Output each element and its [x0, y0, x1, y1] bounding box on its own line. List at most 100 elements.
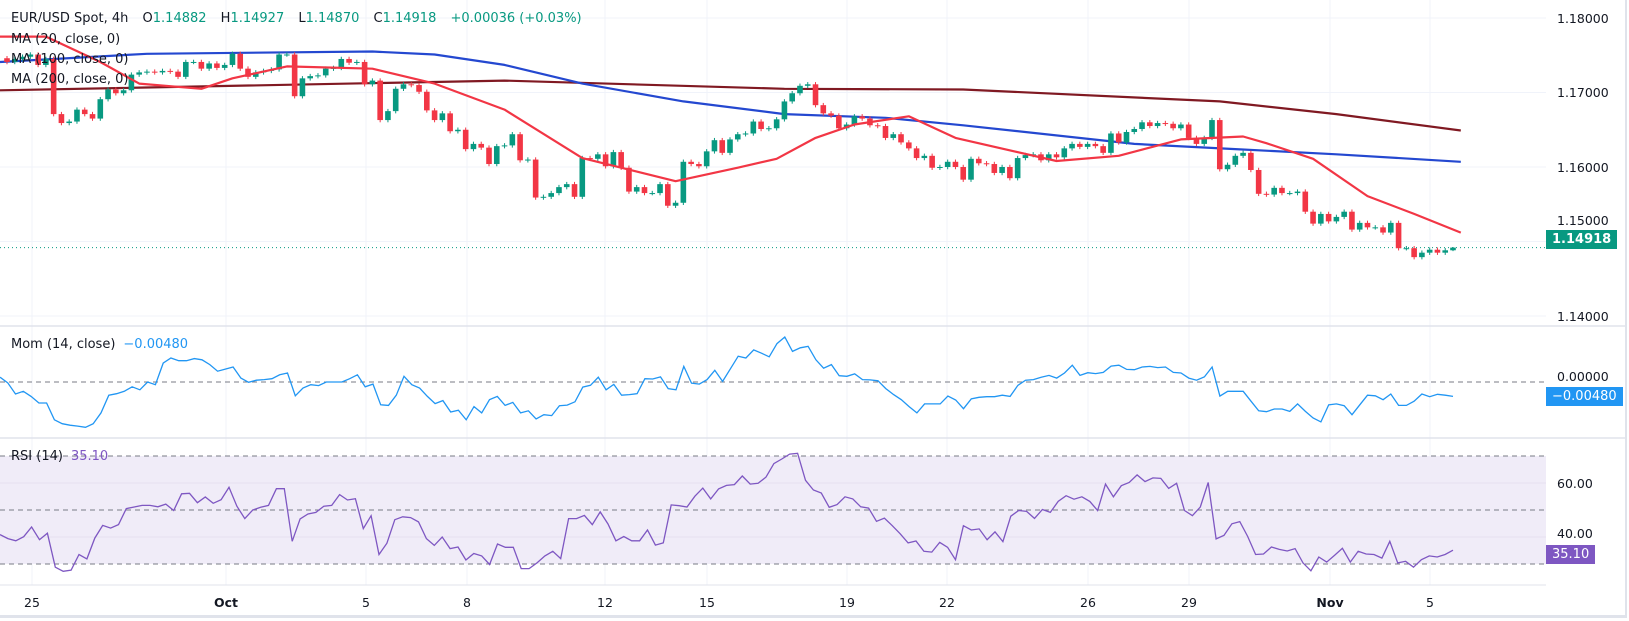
candle: [1341, 209, 1347, 220]
candle-body: [937, 167, 943, 168]
time-tick: 5: [1426, 595, 1434, 610]
candle: [346, 56, 352, 65]
candle-body: [610, 152, 617, 167]
candle-body: [797, 85, 803, 94]
candle: [874, 123, 881, 129]
candle: [1209, 117, 1215, 141]
candle-body: [766, 128, 772, 130]
candle-body: [11, 58, 18, 62]
candle: [105, 87, 111, 102]
candle-body: [1318, 213, 1324, 224]
candle-body: [408, 84, 415, 86]
candle-body: [540, 196, 547, 198]
price-tag: 1.14918: [1546, 230, 1618, 249]
candle: [781, 99, 788, 122]
candle-body: [128, 74, 135, 91]
momentum-legend[interactable]: Mom (14, close) −0.00480: [11, 337, 192, 352]
candle: [424, 89, 430, 113]
candle: [968, 156, 974, 182]
candle: [789, 91, 795, 104]
ma200-legend[interactable]: MA (200, close, 0): [11, 72, 129, 87]
candle: [1411, 245, 1417, 260]
rsi-tick: 60.00: [1557, 476, 1593, 491]
rsi-line: [0, 452, 1454, 572]
low-label: L: [298, 11, 306, 26]
candle: [245, 66, 251, 80]
time-tick: 15: [699, 595, 715, 610]
candle: [1388, 220, 1394, 235]
candle: [1115, 131, 1122, 145]
candle: [1007, 164, 1013, 181]
time-tick: 25: [24, 595, 40, 610]
candle: [859, 114, 865, 121]
candle: [501, 143, 508, 149]
candle: [1061, 146, 1068, 160]
candle: [649, 190, 656, 196]
candle-body: [1240, 152, 1246, 156]
candle: [299, 76, 306, 99]
candle: [74, 107, 80, 124]
ma100-legend[interactable]: MA (100, close, 0): [11, 52, 129, 67]
candle-body: [27, 54, 34, 57]
candle-body: [859, 116, 865, 119]
candle: [804, 82, 811, 89]
candle-body: [4, 58, 10, 62]
rsi-legend[interactable]: RSI (14) 35.10: [11, 449, 112, 464]
mom-path: [0, 335, 1454, 428]
candle-body: [462, 129, 469, 150]
momentum-tag: −0.00480: [1546, 387, 1623, 406]
candle-body: [1131, 129, 1138, 132]
candle-body: [190, 61, 197, 63]
candle: [151, 69, 158, 75]
candle-body: [719, 140, 726, 153]
candle-body: [665, 184, 671, 206]
candle-body: [1170, 123, 1176, 129]
candle-body: [276, 54, 282, 70]
candle: [672, 200, 679, 208]
time-tick: 5: [362, 595, 370, 610]
candle-body: [35, 54, 41, 65]
candle: [361, 59, 368, 87]
candle-body: [734, 134, 741, 140]
candle: [400, 82, 407, 92]
ma20-legend[interactable]: MA (20, close, 0): [11, 32, 121, 47]
candle: [836, 113, 842, 131]
close-label: C: [373, 11, 383, 26]
candle-body: [1356, 222, 1363, 230]
candle: [221, 62, 228, 71]
candle: [983, 161, 990, 167]
candle-body: [501, 145, 508, 147]
candle: [206, 61, 212, 71]
open-label: O: [142, 11, 153, 26]
candle-body: [486, 147, 492, 165]
candle: [315, 73, 321, 79]
candle: [408, 82, 415, 88]
candle-body: [252, 72, 259, 77]
candle-body: [1077, 143, 1083, 147]
candle: [641, 184, 648, 196]
candle-body: [89, 114, 96, 119]
candle: [517, 131, 523, 163]
candle-body: [1154, 123, 1161, 127]
candle: [455, 127, 461, 134]
symbol-legend[interactable]: EUR/USD Spot, 4h O1.14882 H1.14927 L1.14…: [11, 11, 586, 26]
candle-body: [1395, 222, 1402, 249]
candle-body: [229, 53, 236, 65]
candle-body: [509, 134, 516, 146]
time-tick: 19: [839, 595, 855, 610]
candle: [1077, 141, 1083, 150]
candle: [97, 96, 104, 121]
candle-body: [1185, 124, 1192, 138]
candle-body: [789, 93, 795, 102]
candle-body: [338, 58, 345, 68]
candle: [1185, 122, 1192, 141]
candle: [898, 131, 904, 145]
candle: [478, 141, 485, 150]
candle-body: [991, 164, 998, 173]
ma200-line: [0, 79, 1461, 132]
candle-body: [641, 187, 648, 194]
candle: [27, 52, 34, 59]
candle-body: [136, 72, 142, 75]
